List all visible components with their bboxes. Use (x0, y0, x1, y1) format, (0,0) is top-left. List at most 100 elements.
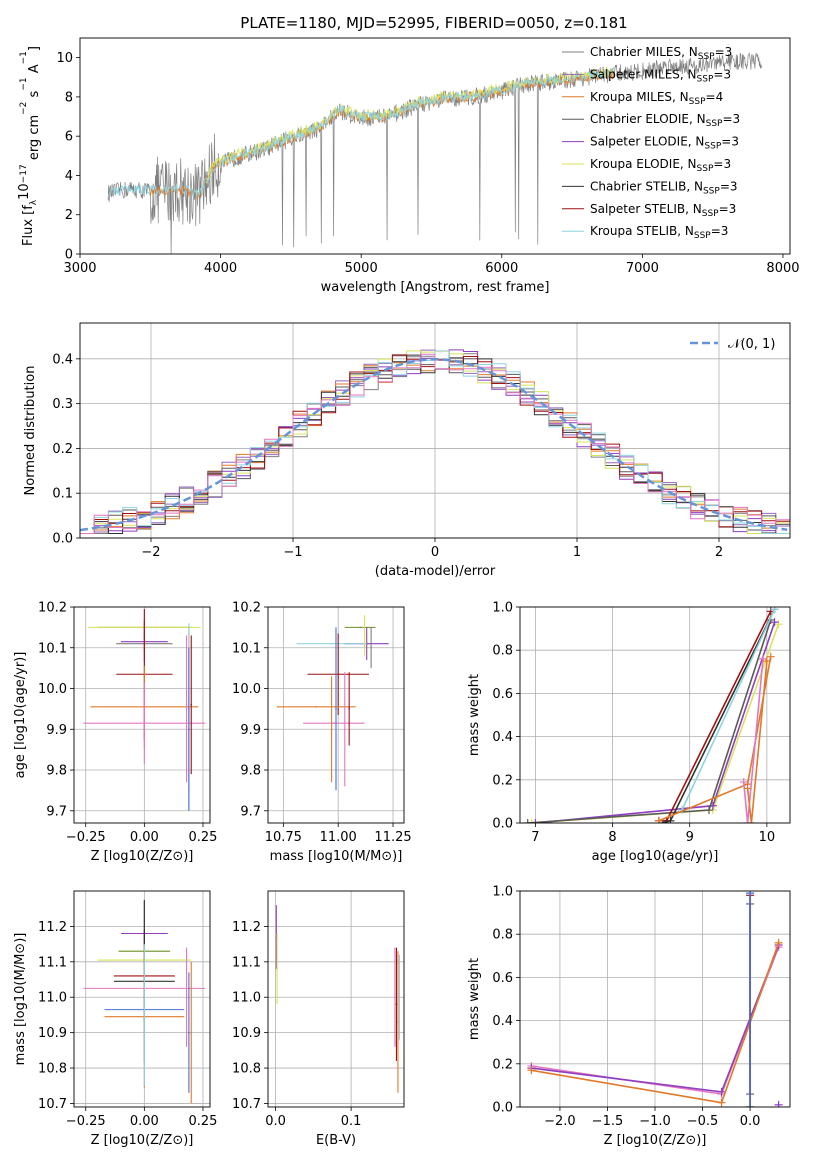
y-tick-label: 11.2 (232, 920, 261, 935)
y-tick-label: 0.8 (492, 644, 513, 659)
x-tick-label: 0.0 (740, 1114, 761, 1129)
series-line (742, 658, 764, 823)
legend-entry: Salpeter ELODIE, NSSP=3 (590, 135, 739, 152)
mass_vs_Z-panel: −0.25 0.00 0.25 10.7 10.8 10.9 11.0 11.1 11.2 Z [… (13, 890, 217, 1148)
x-tick-label: 8 (608, 830, 616, 845)
legend-entry-sub: SSP (698, 52, 715, 62)
age_vs_mass-plot-area (276, 615, 389, 791)
y-tick-label: 10.1 (232, 641, 261, 656)
y-tick-label: 0.2 (492, 773, 513, 788)
y-tick-label: 2 (65, 208, 73, 223)
x-tick-label: 0.25 (188, 1114, 217, 1129)
legend-entry: Chabrier STELIB, NSSP=3 (590, 179, 738, 196)
legend-entry: 𝒩(0, 1) (728, 337, 775, 352)
x-tick-label: 9 (686, 830, 694, 845)
legend-entry-tail: =3 (721, 135, 739, 149)
legend-entry-tail: =3 (722, 112, 740, 126)
x-tick-label: 0 (431, 545, 439, 560)
residuals-plot-area (80, 349, 790, 534)
legend-entry-tail: =3 (713, 157, 731, 171)
x-tick-label: −2.0 (544, 1114, 576, 1129)
y-tick-label: 9.9 (46, 723, 67, 738)
x-tick-label: 10.75 (265, 830, 302, 845)
legend-entry: Chabrier MILES, NSSP=3 (590, 45, 732, 62)
x-axis-label: Z [log10(Z/Z⊙)] (91, 849, 194, 864)
data-point (143, 722, 146, 724)
y-tick-label: 0.4 (492, 730, 513, 745)
y-tick-label: 9.8 (46, 764, 67, 779)
series-marker (705, 806, 713, 815)
x-tick-label: 3000 (63, 261, 96, 276)
massweight_vs_age-panel: 7 8 9 10 0.0 0.2 0.4 0.6 0.8 1.0 age [log10(age/yr… (467, 601, 791, 864)
age_vs_Z-plot-area (83, 609, 206, 811)
series-marker (747, 819, 756, 823)
y-axis-label: mass weight (467, 674, 482, 756)
data-point (330, 728, 333, 731)
y-axis-label-part: s (27, 90, 42, 101)
y-tick-label: 0.2 (492, 1057, 513, 1072)
series-marker (717, 1087, 726, 1096)
series-marker (774, 938, 783, 947)
legend-entry-tail: =3 (719, 202, 737, 216)
y-axis-label-part: ] (27, 46, 42, 51)
series-marker (774, 620, 783, 629)
legend-entry-name: Kroupa MILES, N (590, 90, 689, 104)
legend-entry-name: Salpeter STELIB, N (590, 202, 702, 216)
y-tick-label: 9.8 (240, 764, 261, 779)
series-line (746, 660, 768, 823)
data-point (370, 646, 372, 649)
x-tick-label: 0.00 (130, 830, 159, 845)
y-tick-label: 10.8 (38, 1062, 67, 1077)
data-point (359, 626, 361, 629)
y-tick-label: 9.7 (46, 804, 67, 819)
data-point (185, 708, 188, 710)
y-axis-label-part: −17 (19, 164, 29, 183)
data-point (348, 708, 350, 710)
series-marker (666, 816, 675, 823)
legend-entry-sub: SSP (706, 119, 723, 129)
y-tick-label: 10.0 (38, 682, 67, 697)
legend-entry: Kroupa MILES, NSSP=4 (590, 90, 723, 107)
x-axis-label: Z [log10(Z/Z⊙)] (604, 1133, 707, 1148)
x-tick-label: −1.0 (639, 1114, 671, 1129)
legend-entry-name: Chabrier STELIB, N (590, 179, 703, 193)
x-axis-label: (data-model)/error (375, 564, 496, 579)
y-axis-label: mass [log10(M/M⊙)] (13, 933, 28, 1066)
x-tick-label: 0.00 (130, 1114, 159, 1129)
legend-entry-sub: SSP (697, 74, 714, 84)
y-axis-label-part: Flux [f (21, 205, 36, 246)
x-tick-label: −2 (141, 545, 160, 560)
y-tick-label: 11.0 (38, 991, 67, 1006)
data-point (343, 728, 346, 731)
massweight_vs_Z-plot-area (527, 891, 783, 1107)
residuals-panel: −2 −1 0 1 2 0.0 0.1 0.2 0.3 0.4 (data-model)/error… (23, 322, 791, 579)
x-tick-label: 7000 (626, 261, 659, 276)
data-point (333, 722, 335, 724)
x-axis-label: age [log10(age/yr)] (592, 849, 719, 864)
data-point (397, 1021, 399, 1023)
y-axis-label-part: erg cm (27, 115, 42, 164)
y-tick-label: 1.0 (492, 601, 513, 616)
data-point (398, 996, 401, 999)
y-tick-label: 11.1 (232, 955, 261, 970)
data-point (276, 968, 278, 970)
y-tick-label: 4 (65, 169, 73, 184)
series-line (531, 624, 780, 823)
axes-frame (73, 606, 211, 824)
y-axis-label: Normed distribution (23, 366, 38, 496)
data-point (188, 728, 190, 731)
y-tick-label: 0.1 (52, 487, 73, 502)
x-tick-label: −0.25 (66, 1114, 106, 1129)
axes-frame (519, 606, 791, 824)
data-point (330, 642, 333, 645)
y-tick-label: 8 (65, 90, 73, 105)
y-tick-label: 11.0 (232, 991, 261, 1006)
y-axis-label-part: −1 (19, 77, 29, 90)
legend-entry-name: Chabrier MILES, N (590, 45, 698, 59)
legend-entry-sub: SSP (702, 209, 719, 219)
series-marker (743, 819, 752, 823)
x-tick-label: 0.1 (341, 1114, 362, 1129)
y-tick-label: 0.6 (492, 687, 513, 702)
series-marker (531, 819, 540, 823)
series-marker (766, 652, 775, 661)
